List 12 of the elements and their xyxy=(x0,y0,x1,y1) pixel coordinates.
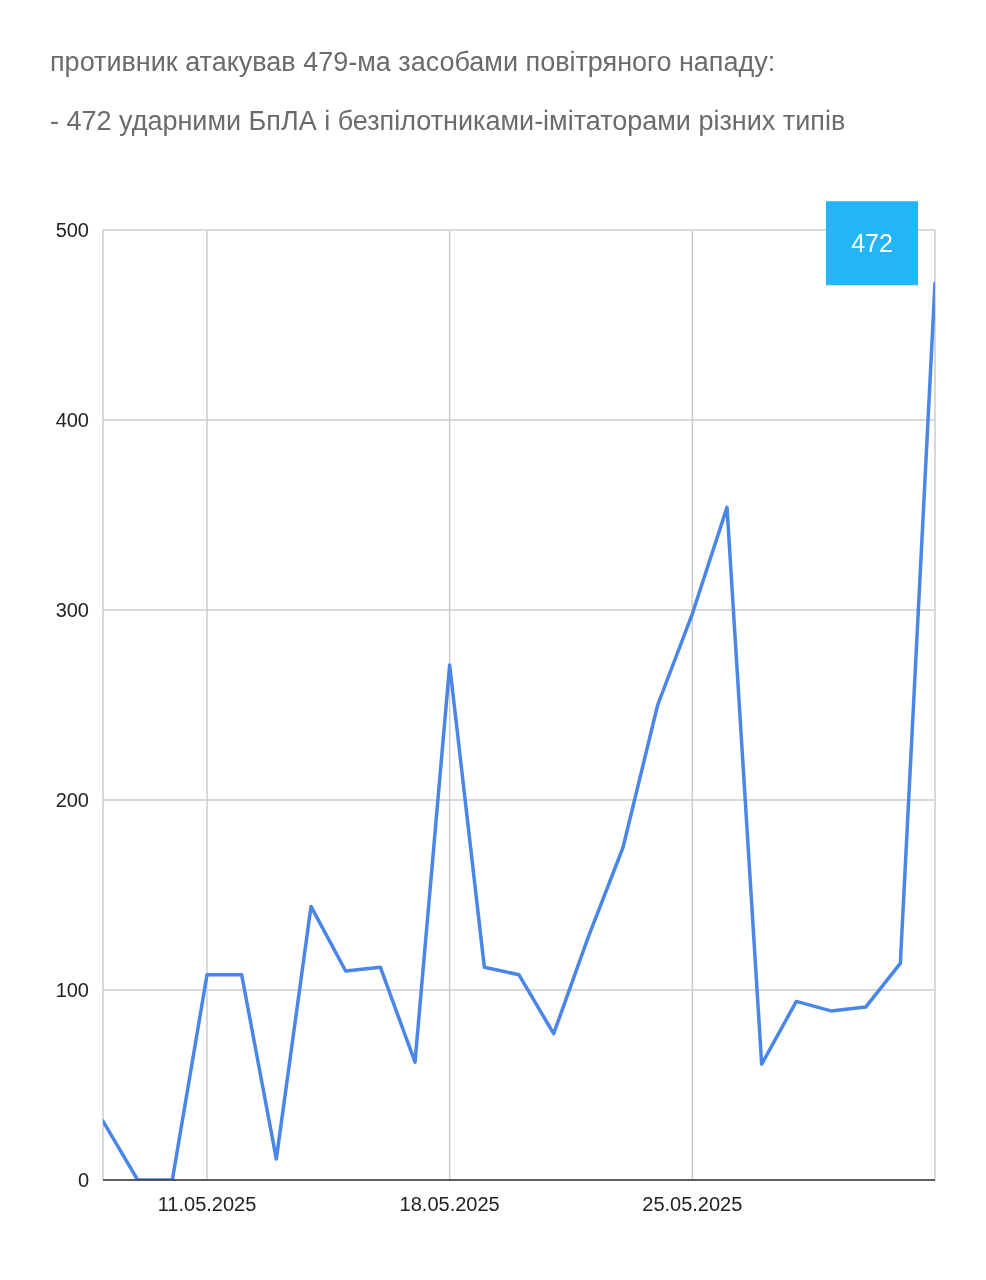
x-tick-label: 11.05.2025 xyxy=(157,1193,257,1216)
x-tick-label: 25.05.2025 xyxy=(642,1193,743,1216)
y-tick-label: 400 xyxy=(55,409,89,432)
data-label: 472 xyxy=(851,229,893,258)
chart-subtitle: - 472 ударними БпЛА і безпілотниками-імітаторами різних типів xyxy=(50,105,847,137)
y-tick-label: 200 xyxy=(55,789,89,812)
y-tick-label: 300 xyxy=(55,599,89,622)
x-tick-label: 18.05.2025 xyxy=(399,1193,500,1216)
y-tick-label: 0 xyxy=(77,1169,89,1192)
chart-title: противник атакував 479-ма засобами повітряного нападу: xyxy=(50,46,776,78)
y-tick-label: 100 xyxy=(55,979,89,1002)
y-tick-label: 500 xyxy=(55,219,89,242)
